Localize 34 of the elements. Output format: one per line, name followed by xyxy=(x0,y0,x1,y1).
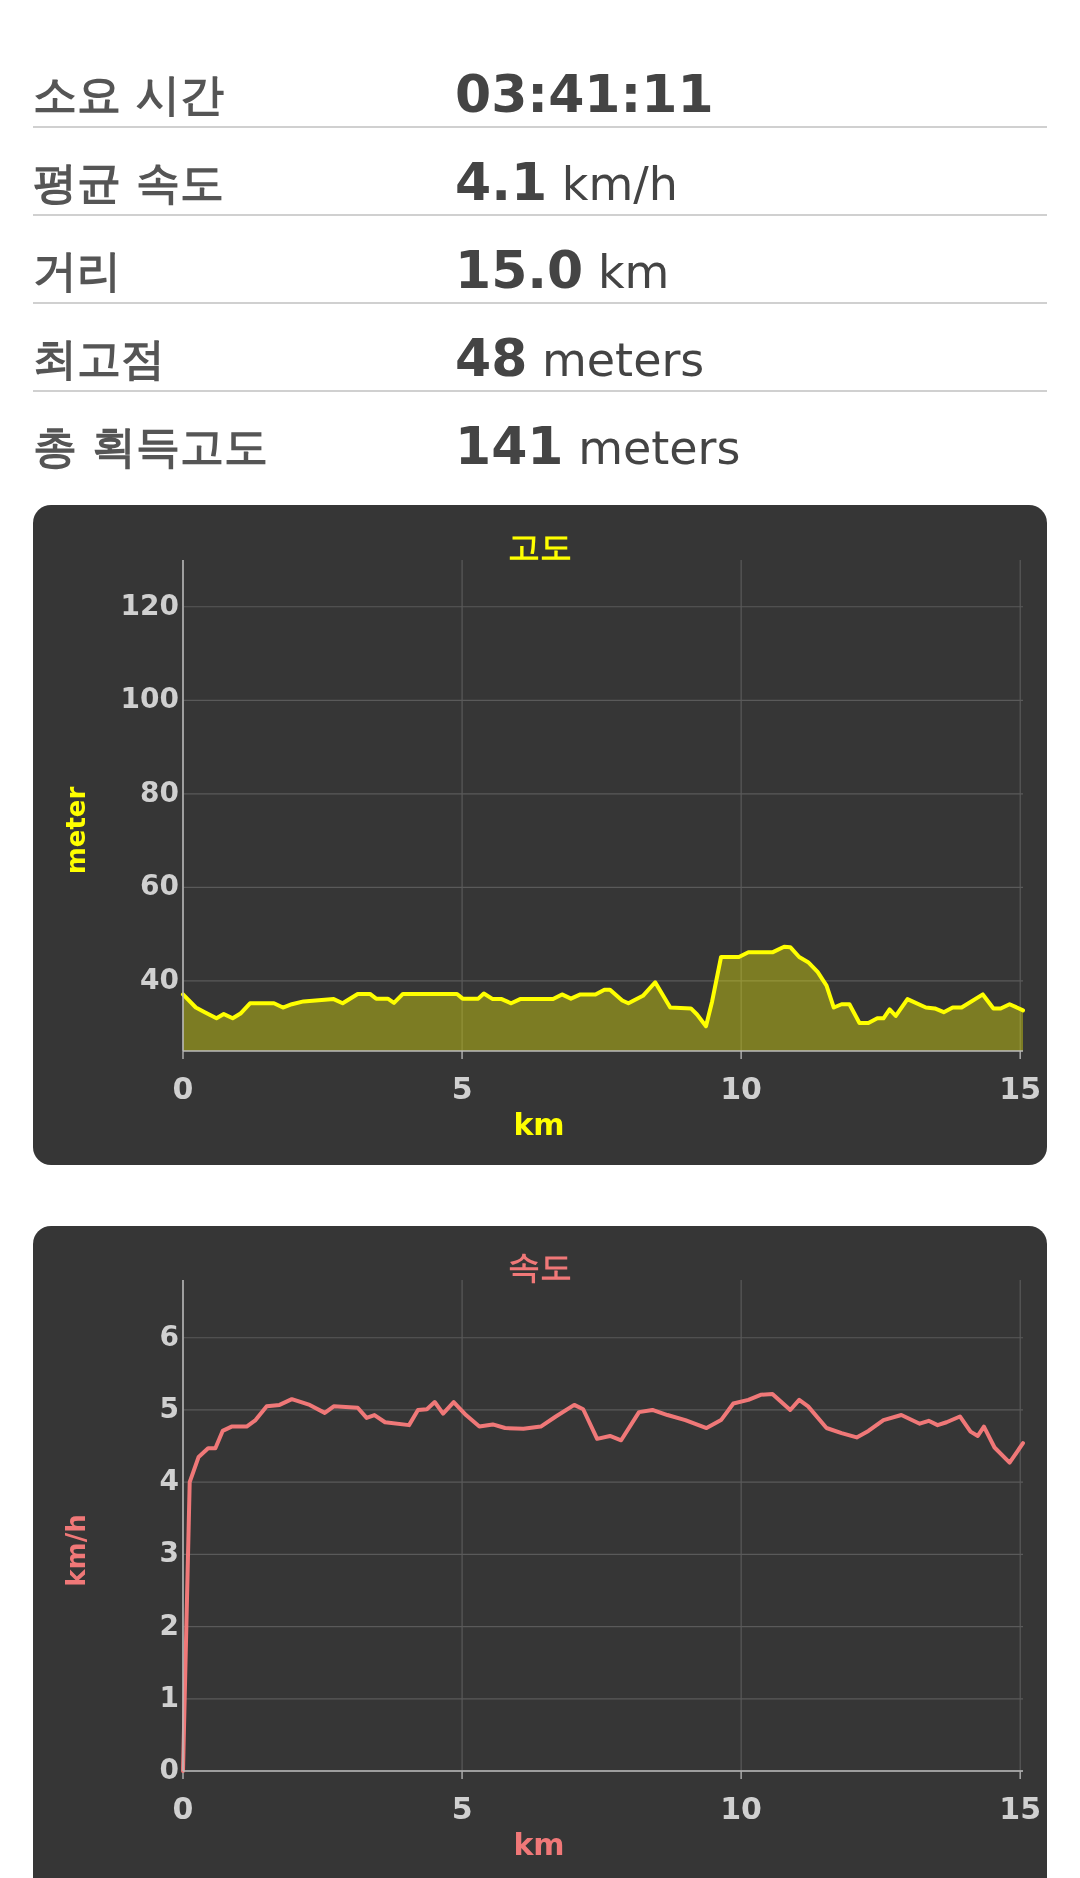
x-tick-label: 10 xyxy=(720,1071,763,1106)
y-tick-label: 4 xyxy=(159,1464,179,1498)
text: 최고점 xyxy=(33,333,165,384)
x-tick-label: 5 xyxy=(451,1071,473,1106)
y-tick-label: 5 xyxy=(159,1391,179,1425)
y-tick-label: 60 xyxy=(140,869,179,903)
x-tick-label: 15 xyxy=(999,1071,1042,1106)
text: 평균 속도 xyxy=(33,157,225,208)
chart-title: 속도 xyxy=(508,1248,572,1286)
text: 4.1 km/h xyxy=(455,152,678,212)
y-tick-label: 1 xyxy=(159,1680,179,1714)
x-axis-title: km xyxy=(513,1827,565,1862)
y-tick-label: 120 xyxy=(120,588,179,622)
text: 48 meters xyxy=(455,328,705,388)
text: 03:41:11 xyxy=(455,64,714,124)
x-axis-title: km xyxy=(513,1107,565,1142)
y-tick-label: 2 xyxy=(159,1608,179,1642)
y-axis-title: km/h xyxy=(61,1514,91,1587)
y-tick-label: 40 xyxy=(140,962,179,996)
y-tick-label: 6 xyxy=(159,1319,179,1353)
y-tick-label: 100 xyxy=(120,682,179,716)
y-tick-label: 80 xyxy=(140,775,179,809)
text: 거리 xyxy=(33,245,121,296)
text: 141 meters xyxy=(455,416,741,476)
chart-title: 고도 xyxy=(508,528,572,566)
x-tick-label: 5 xyxy=(451,1791,473,1826)
y-axis-title: meter xyxy=(61,786,91,875)
y-tick-label: 3 xyxy=(159,1536,179,1570)
text: 총 획득고도 xyxy=(33,421,269,472)
x-tick-label: 15 xyxy=(999,1791,1042,1826)
y-tick-label: 0 xyxy=(159,1753,179,1786)
x-tick-label: 10 xyxy=(720,1791,763,1826)
text: 15.0 km xyxy=(455,240,670,300)
text: 소요 시간 xyxy=(33,69,225,120)
